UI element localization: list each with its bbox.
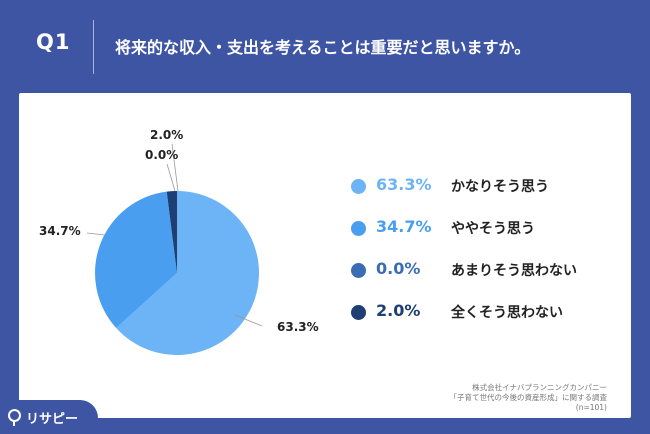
legend-item: 0.0% あまりそう思わない [351, 253, 621, 295]
legend-label: あまりそう思わない [451, 263, 577, 279]
question-number: Q1 [36, 30, 71, 54]
legend-value: 2.0% [376, 301, 421, 320]
legend-value: 34.7% [376, 217, 432, 236]
legend-label: かなりそう思う [451, 179, 549, 195]
pie-slice [166, 191, 177, 273]
slice-value-label: 2.0% [150, 128, 183, 142]
legend-item: 2.0% 全くそう思わない [351, 295, 621, 337]
pie-slice [116, 191, 260, 355]
leader-line [86, 232, 106, 236]
legend: 63.3% かなりそう思う 34.7% ややそう思う 0.0% あまりそう思わな… [351, 169, 621, 337]
header: Q1 将来的な収入・支出を考えることは重要だと思いますか。 [0, 0, 650, 90]
legend-item: 34.7% ややそう思う [351, 211, 621, 253]
legend-dot-icon [351, 179, 366, 194]
leader-line [166, 163, 176, 192]
brand-name: リサピー [26, 412, 79, 427]
question-title: 将来的な収入・支出を考えることは重要だと思いますか。 [115, 38, 531, 57]
legend-item: 63.3% かなりそう思う [351, 169, 621, 211]
pie-slice [95, 191, 177, 328]
leader-line [171, 143, 179, 192]
legend-value: 0.0% [376, 259, 421, 278]
chart-card: 63.3% 34.7% 0.0% 2.0% 63.3% かなりそう思う 34.7% や… [19, 93, 631, 418]
header-divider [93, 20, 94, 74]
pie-chart: 63.3% 34.7% 0.0% 2.0% [39, 128, 319, 355]
legend-dot-icon [351, 263, 366, 278]
magnifier-pin-icon [8, 409, 21, 426]
legend-label: ややそう思う [451, 221, 535, 237]
legend-label: 全くそう思わない [451, 305, 563, 321]
source-company: 株式会社イナバプランニングカンパニー [472, 383, 607, 392]
slice-value-label: 63.3% [277, 320, 319, 334]
legend-value: 63.3% [376, 175, 432, 194]
slice-value-label: 0.0% [145, 148, 178, 162]
source-sample-size: (n=101) [575, 403, 607, 412]
leader-line [234, 314, 263, 327]
legend-dot-icon [351, 221, 366, 236]
legend-dot-icon [351, 305, 366, 320]
source-survey: 「子育て世代の今後の資産形成」に関する調査 [449, 393, 608, 402]
brand-logo: リサピー [0, 400, 98, 434]
source-note: 株式会社イナバプランニングカンパニー 「子育て世代の今後の資産形成」に関する調査… [450, 383, 608, 413]
slice-value-label: 34.7% [39, 224, 81, 238]
